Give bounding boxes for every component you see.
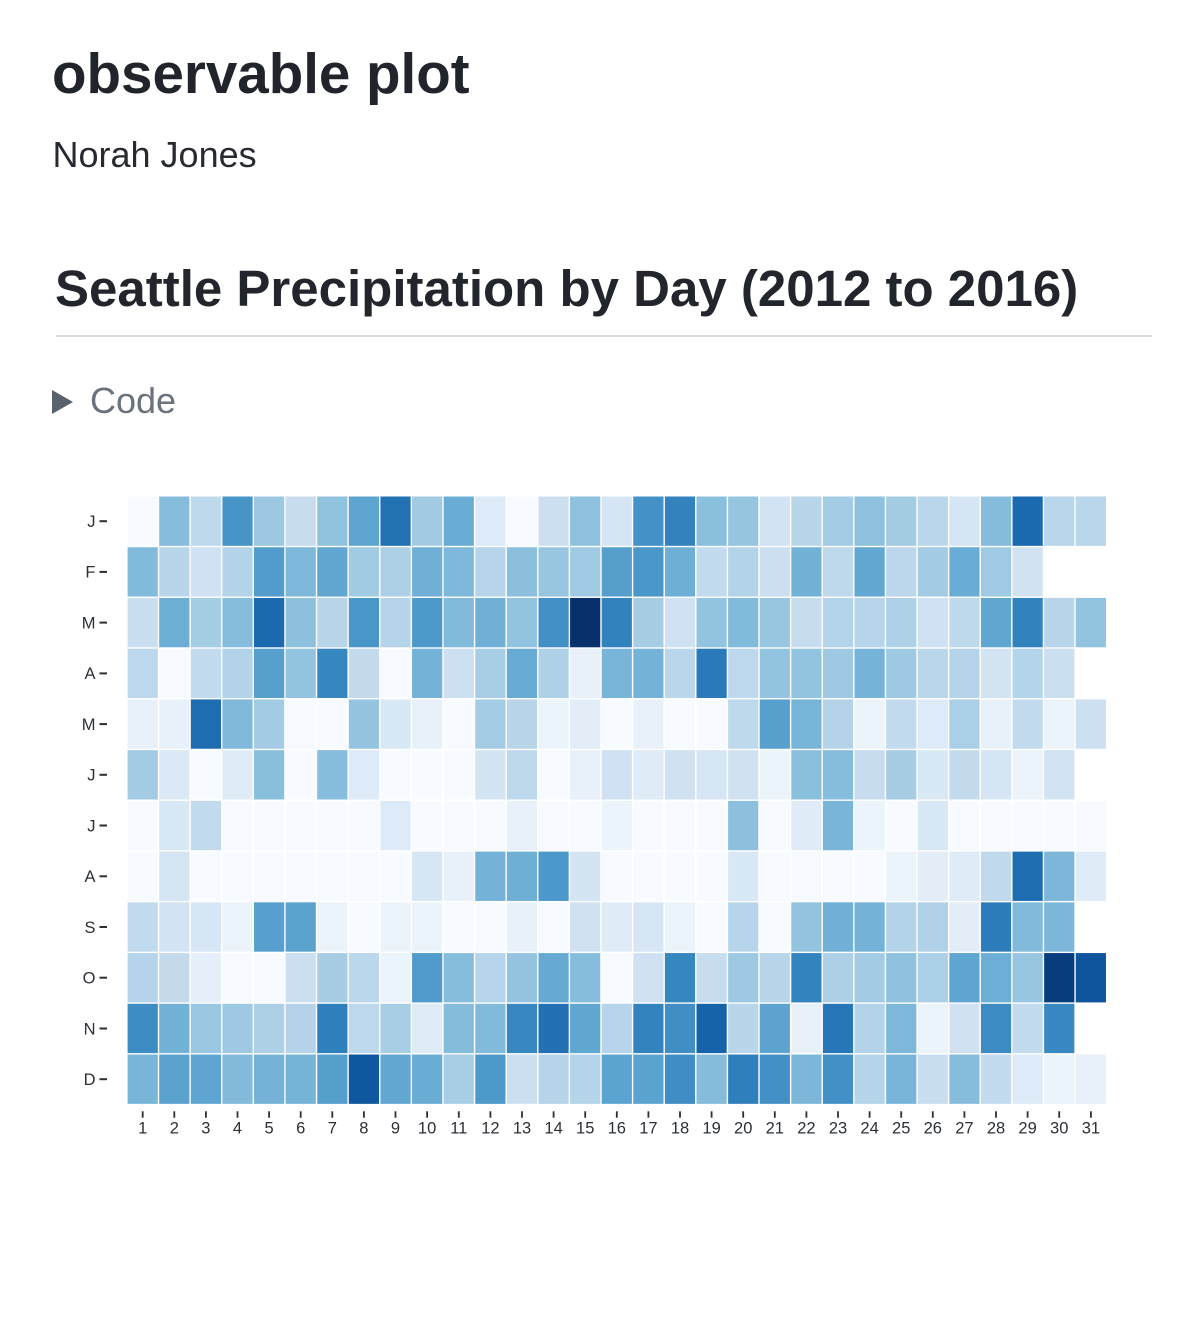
svg-text:6: 6 <box>296 1119 305 1137</box>
svg-text:2: 2 <box>170 1119 179 1137</box>
svg-text:A: A <box>84 868 95 886</box>
svg-text:A: A <box>84 665 95 683</box>
svg-text:12: 12 <box>481 1119 499 1137</box>
svg-text:D: D <box>84 1071 96 1089</box>
svg-text:13: 13 <box>513 1119 531 1137</box>
svg-text:M: M <box>82 716 96 734</box>
svg-text:24: 24 <box>860 1119 878 1137</box>
svg-text:27: 27 <box>955 1119 973 1137</box>
svg-text:29: 29 <box>1018 1119 1036 1137</box>
svg-text:1: 1 <box>138 1119 147 1137</box>
svg-text:7: 7 <box>328 1119 337 1137</box>
svg-text:16: 16 <box>608 1119 626 1137</box>
svg-text:M: M <box>82 614 96 632</box>
svg-text:23: 23 <box>829 1119 847 1137</box>
svg-text:21: 21 <box>766 1119 784 1137</box>
svg-text:26: 26 <box>924 1119 942 1137</box>
svg-text:4: 4 <box>233 1119 242 1137</box>
svg-text:31: 31 <box>1082 1119 1100 1137</box>
svg-text:18: 18 <box>671 1119 689 1137</box>
svg-text:8: 8 <box>359 1119 368 1137</box>
svg-text:25: 25 <box>892 1119 910 1137</box>
svg-text:22: 22 <box>797 1119 815 1137</box>
svg-text:28: 28 <box>987 1119 1005 1137</box>
svg-text:9: 9 <box>391 1119 400 1137</box>
svg-text:3: 3 <box>201 1119 210 1137</box>
svg-text:J: J <box>87 817 95 835</box>
svg-text:J: J <box>87 767 95 785</box>
svg-text:14: 14 <box>544 1119 562 1137</box>
svg-text:20: 20 <box>734 1119 752 1137</box>
svg-text:15: 15 <box>576 1119 594 1137</box>
svg-text:10: 10 <box>418 1119 436 1137</box>
svg-text:11: 11 <box>450 1119 467 1137</box>
svg-text:S: S <box>84 919 95 937</box>
svg-text:19: 19 <box>702 1119 720 1137</box>
svg-text:30: 30 <box>1050 1119 1068 1137</box>
svg-text:N: N <box>84 1020 96 1038</box>
svg-text:F: F <box>85 564 95 582</box>
svg-text:17: 17 <box>639 1119 657 1137</box>
svg-text:5: 5 <box>265 1119 274 1137</box>
svg-text:J: J <box>87 513 95 531</box>
svg-text:O: O <box>83 970 96 988</box>
